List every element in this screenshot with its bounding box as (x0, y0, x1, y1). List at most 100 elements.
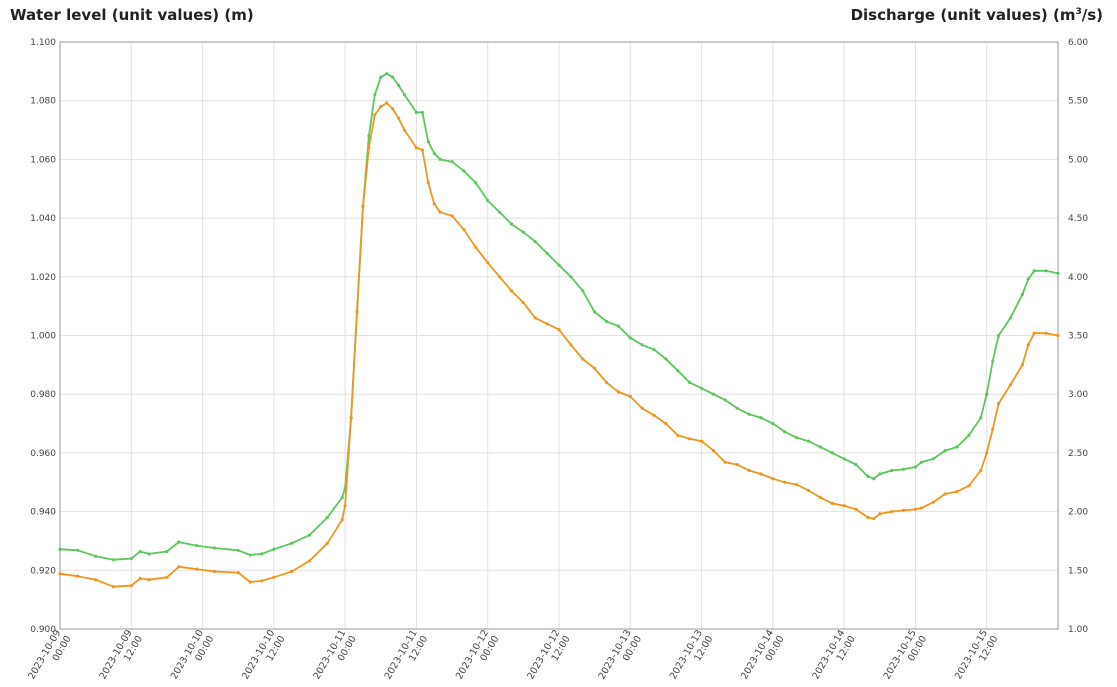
data-point (604, 380, 609, 385)
data-point (979, 468, 983, 473)
data-point (426, 140, 430, 144)
data-point (1026, 277, 1030, 281)
data-point (818, 445, 823, 449)
data-point (771, 477, 775, 481)
data-point (307, 559, 312, 563)
data-point (367, 146, 371, 150)
data-point (379, 75, 383, 79)
data-point (676, 369, 680, 373)
right-tick-label: 4.50 (1068, 214, 1088, 224)
data-point (723, 460, 727, 464)
data-point (872, 477, 876, 481)
data-point (723, 398, 727, 402)
data-point (783, 480, 787, 484)
data-point (771, 422, 775, 426)
left-tick-label: 1.000 (30, 332, 56, 342)
data-point (533, 316, 537, 320)
data-point (700, 439, 704, 443)
data-point (402, 128, 407, 132)
data-point (735, 406, 739, 410)
data-point (391, 107, 395, 111)
data-point (509, 222, 514, 226)
data-point (700, 386, 704, 390)
right-tick-label: 5.00 (1068, 155, 1088, 165)
data-point (521, 230, 526, 234)
right-axis-title-suffix: /s) (1081, 6, 1103, 24)
data-point (1020, 292, 1024, 296)
data-point (111, 585, 116, 589)
data-point (129, 584, 133, 588)
data-point (866, 474, 870, 478)
data-point (177, 540, 181, 544)
data-point (195, 567, 199, 571)
right-tick-label: 3.00 (1068, 390, 1088, 400)
data-point (991, 359, 995, 363)
left-tick-label: 1.060 (30, 155, 56, 165)
data-point (340, 518, 344, 522)
data-point (955, 490, 959, 494)
data-point (426, 181, 430, 185)
data-point (985, 451, 989, 455)
data-point (486, 198, 490, 203)
data-point (177, 565, 181, 569)
data-point (462, 169, 466, 173)
right-tick-label: 2.50 (1068, 449, 1088, 459)
data-point (397, 116, 401, 120)
data-point (272, 575, 276, 579)
data-point (878, 472, 882, 476)
data-point (373, 93, 377, 97)
data-point (1008, 383, 1013, 387)
data-point (1044, 331, 1048, 335)
right-tick-label: 1.50 (1068, 566, 1088, 576)
data-point (783, 430, 787, 434)
data-point (450, 214, 454, 218)
data-point (818, 495, 823, 500)
data-point (830, 451, 834, 455)
series-1-points (58, 72, 1060, 562)
data-point (842, 504, 846, 508)
data-point (212, 569, 217, 574)
data-point (545, 251, 549, 255)
right-axis-title-superscript: 3 (1075, 7, 1082, 17)
data-point (385, 101, 389, 105)
data-point (557, 328, 561, 332)
right-tick-label: 3.50 (1068, 332, 1088, 342)
grid-lines (59, 41, 1058, 630)
left-tick-label: 0.940 (30, 508, 56, 518)
data-point (735, 463, 739, 467)
data-point (795, 436, 799, 440)
data-point (854, 507, 858, 511)
data-point (129, 557, 133, 561)
data-point (325, 515, 329, 520)
data-point (711, 392, 716, 396)
data-point (759, 416, 763, 420)
data-point (138, 549, 142, 554)
data-point (985, 392, 989, 396)
data-point (325, 541, 329, 545)
right-axis-ticks: 1.00 1.50 2.00 2.50 3.00 3.50 4.00 4.50 5.00 5.50… (1068, 38, 1088, 635)
data-point (711, 449, 716, 453)
series-2-points (58, 101, 1060, 589)
data-point (967, 484, 971, 488)
data-point (349, 416, 353, 420)
right-tick-label: 2.00 (1068, 508, 1088, 518)
data-point (931, 500, 935, 504)
data-point (1008, 316, 1013, 320)
data-point (806, 488, 811, 493)
data-point (593, 310, 597, 314)
data-point (747, 412, 751, 416)
data-point (901, 467, 906, 471)
data-point (94, 554, 98, 558)
data-point (474, 245, 478, 249)
left-tick-label: 0.900 (30, 625, 56, 635)
data-point (260, 579, 264, 583)
